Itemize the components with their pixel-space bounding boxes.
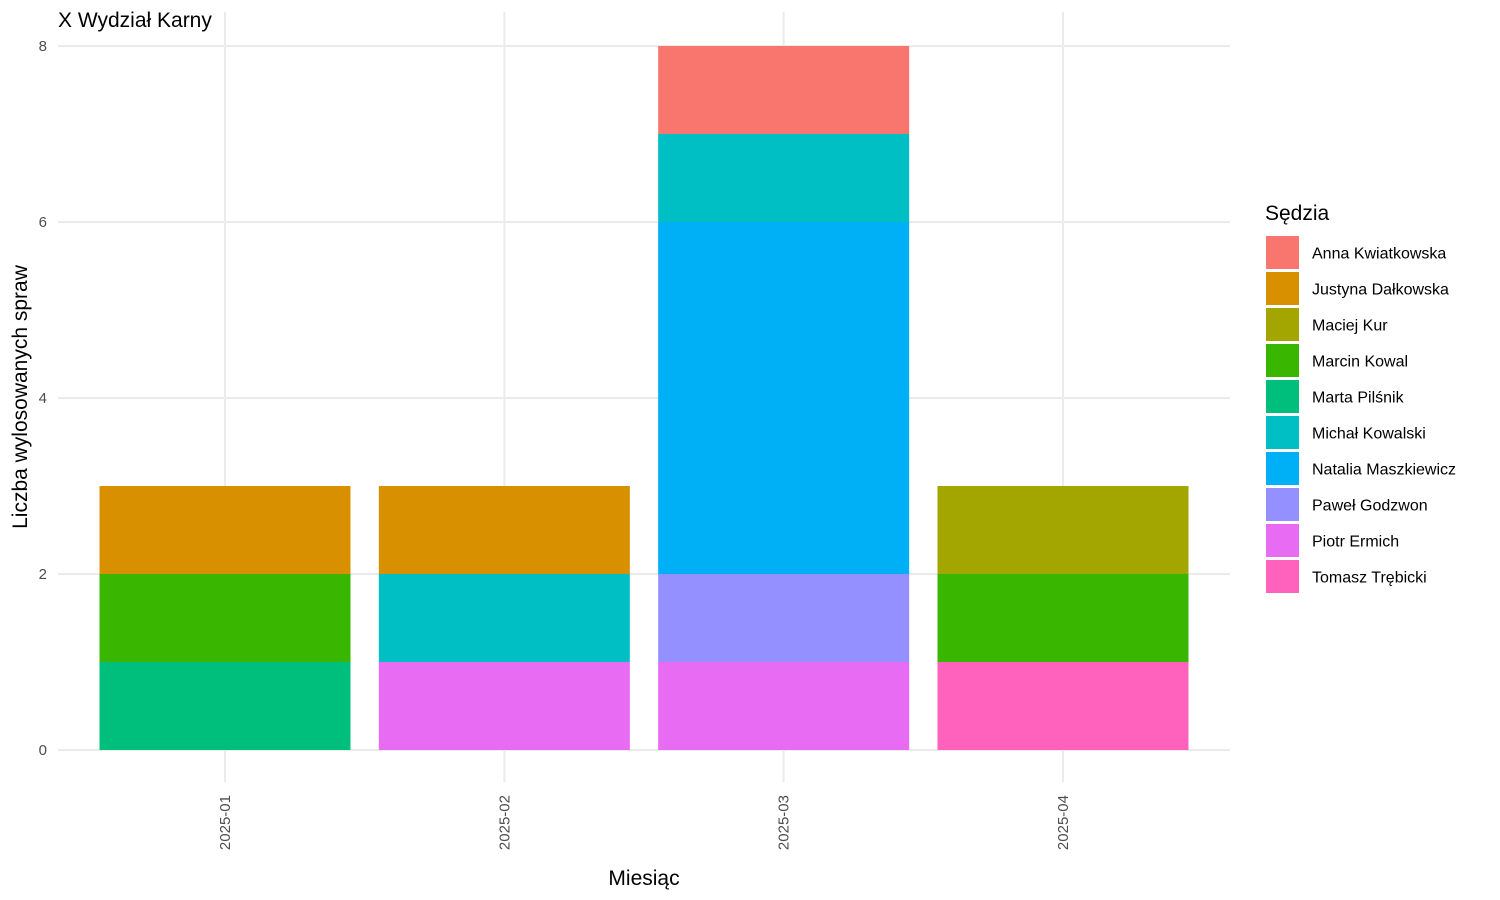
bar-segment-2025-03-paweł-godzwon <box>658 574 910 662</box>
y-tick-label-8: 8 <box>39 38 47 55</box>
legend-key-natalia-maszkiewicz <box>1266 452 1299 485</box>
x-tick-label-2025-02: 2025-02 <box>496 795 513 850</box>
legend-key-marcin-kowal <box>1266 344 1299 377</box>
bar-segment-2025-03-anna-kwiatkowska <box>658 46 910 134</box>
legend-key-tomasz-trębicki <box>1266 560 1299 593</box>
bar-segment-2025-04-marcin-kowal <box>937 574 1189 662</box>
bar-segment-2025-03-michał-kowalski <box>658 134 910 222</box>
bar-segment-2025-02-justyna-dałkowska <box>378 486 630 574</box>
legend-label-maciej-kur: Maciej Kur <box>1312 318 1388 335</box>
bar-segment-2025-04-maciej-kur <box>937 486 1189 574</box>
bar-segment-2025-03-natalia-maszkiewicz <box>658 222 910 574</box>
legend: Sędzia Anna Kwiatkowska Justyna Dałkowska… <box>1265 202 1456 593</box>
bar-segment-2025-03-piotr-ermich <box>658 662 910 750</box>
legend-key-anna-kwiatkowska <box>1266 236 1299 269</box>
y-axis-title: Liczba wylosowanych spraw <box>9 264 32 529</box>
x-tick-label-2025-04: 2025-04 <box>1055 795 1072 850</box>
y-tick-label-4: 4 <box>39 390 47 407</box>
legend-key-michał-kowalski <box>1266 416 1299 449</box>
legend-label-michał-kowalski: Michał Kowalski <box>1312 426 1426 443</box>
legend-label-piotr-ermich: Piotr Ermich <box>1312 534 1399 551</box>
chart-title: X Wydział Karny <box>58 9 212 32</box>
legend-label-marta-pilśnik: Marta Pilśnik <box>1312 390 1405 407</box>
legend-key-maciej-kur <box>1266 308 1299 341</box>
y-tick-label-2: 2 <box>39 566 47 583</box>
legend-label-justyna-dałkowska: Justyna Dałkowska <box>1312 282 1449 299</box>
x-tick-labels: 2025-01 2025-02 2025-03 2025-04 <box>217 795 1072 850</box>
x-tick-label-2025-01: 2025-01 <box>217 795 234 850</box>
legend-label-marcin-kowal: Marcin Kowal <box>1312 354 1408 371</box>
y-tick-label-6: 6 <box>39 214 47 231</box>
bar-segment-2025-02-michał-kowalski <box>378 574 630 662</box>
legend-label-natalia-maszkiewicz: Natalia Maszkiewicz <box>1312 462 1456 479</box>
legend-key-paweł-godzwon <box>1266 488 1299 521</box>
legend-label-anna-kwiatkowska: Anna Kwiatkowska <box>1312 246 1446 263</box>
legend-label-paweł-godzwon: Paweł Godzwon <box>1312 498 1428 515</box>
legend-key-piotr-ermich <box>1266 524 1299 557</box>
legend-label-tomasz-trębicki: Tomasz Trębicki <box>1312 570 1427 587</box>
bar-segment-2025-01-marcin-kowal <box>99 574 351 662</box>
bar-segment-2025-04-tomasz-trębicki <box>937 662 1189 750</box>
bar-segment-2025-01-marta-pilśnik <box>99 662 351 750</box>
x-axis-title: Miesiąc <box>608 867 679 890</box>
legend-key-justyna-dałkowska <box>1266 272 1299 305</box>
legend-title: Sędzia <box>1265 202 1330 225</box>
y-tick-labels: 0 2 4 6 8 <box>39 38 47 759</box>
bar-segment-2025-01-justyna-dałkowska <box>99 486 351 574</box>
legend-key-marta-pilśnik <box>1266 380 1299 413</box>
bar-segment-2025-02-piotr-ermich <box>378 662 630 750</box>
y-tick-label-0: 0 <box>39 742 47 759</box>
bars-layer <box>99 46 1189 750</box>
x-tick-label-2025-03: 2025-03 <box>776 795 793 850</box>
